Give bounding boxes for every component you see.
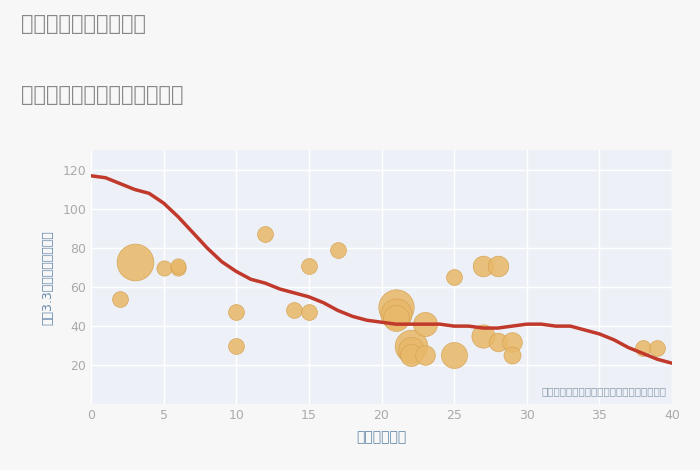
Point xyxy=(289,307,300,314)
Point xyxy=(638,344,649,352)
Point xyxy=(449,352,460,359)
Point xyxy=(158,264,169,271)
Point xyxy=(405,346,416,353)
Point xyxy=(231,342,242,349)
Point xyxy=(332,246,344,254)
Point xyxy=(172,264,183,271)
Point xyxy=(405,352,416,359)
Point xyxy=(652,344,663,352)
Point xyxy=(477,262,489,269)
Point xyxy=(303,262,314,269)
Text: 円の大きさは、取引のあった物件面積を示す: 円の大きさは、取引のあった物件面積を示す xyxy=(541,387,666,397)
Point xyxy=(391,303,402,310)
Point xyxy=(303,309,314,316)
Point xyxy=(172,262,183,269)
Point xyxy=(231,309,242,316)
Point xyxy=(114,295,126,303)
Point xyxy=(260,231,271,238)
Point xyxy=(492,262,503,269)
Point xyxy=(449,274,460,281)
Point xyxy=(129,258,140,266)
Y-axis label: 坪（3.3㎡）単価（万円）: 坪（3.3㎡）単価（万円） xyxy=(41,230,54,325)
Point xyxy=(419,352,430,359)
Point xyxy=(507,352,518,359)
Point xyxy=(507,338,518,345)
Text: 築年数別中古マンション価格: 築年数別中古マンション価格 xyxy=(21,85,183,105)
Point xyxy=(477,332,489,340)
Point xyxy=(391,311,402,318)
Point xyxy=(391,314,402,322)
Point xyxy=(419,321,430,328)
Text: 兵庫県姫路市宮上町の: 兵庫県姫路市宮上町の xyxy=(21,14,146,34)
Point xyxy=(492,338,503,345)
X-axis label: 築年数（年）: 築年数（年） xyxy=(356,431,407,445)
Point xyxy=(405,342,416,349)
